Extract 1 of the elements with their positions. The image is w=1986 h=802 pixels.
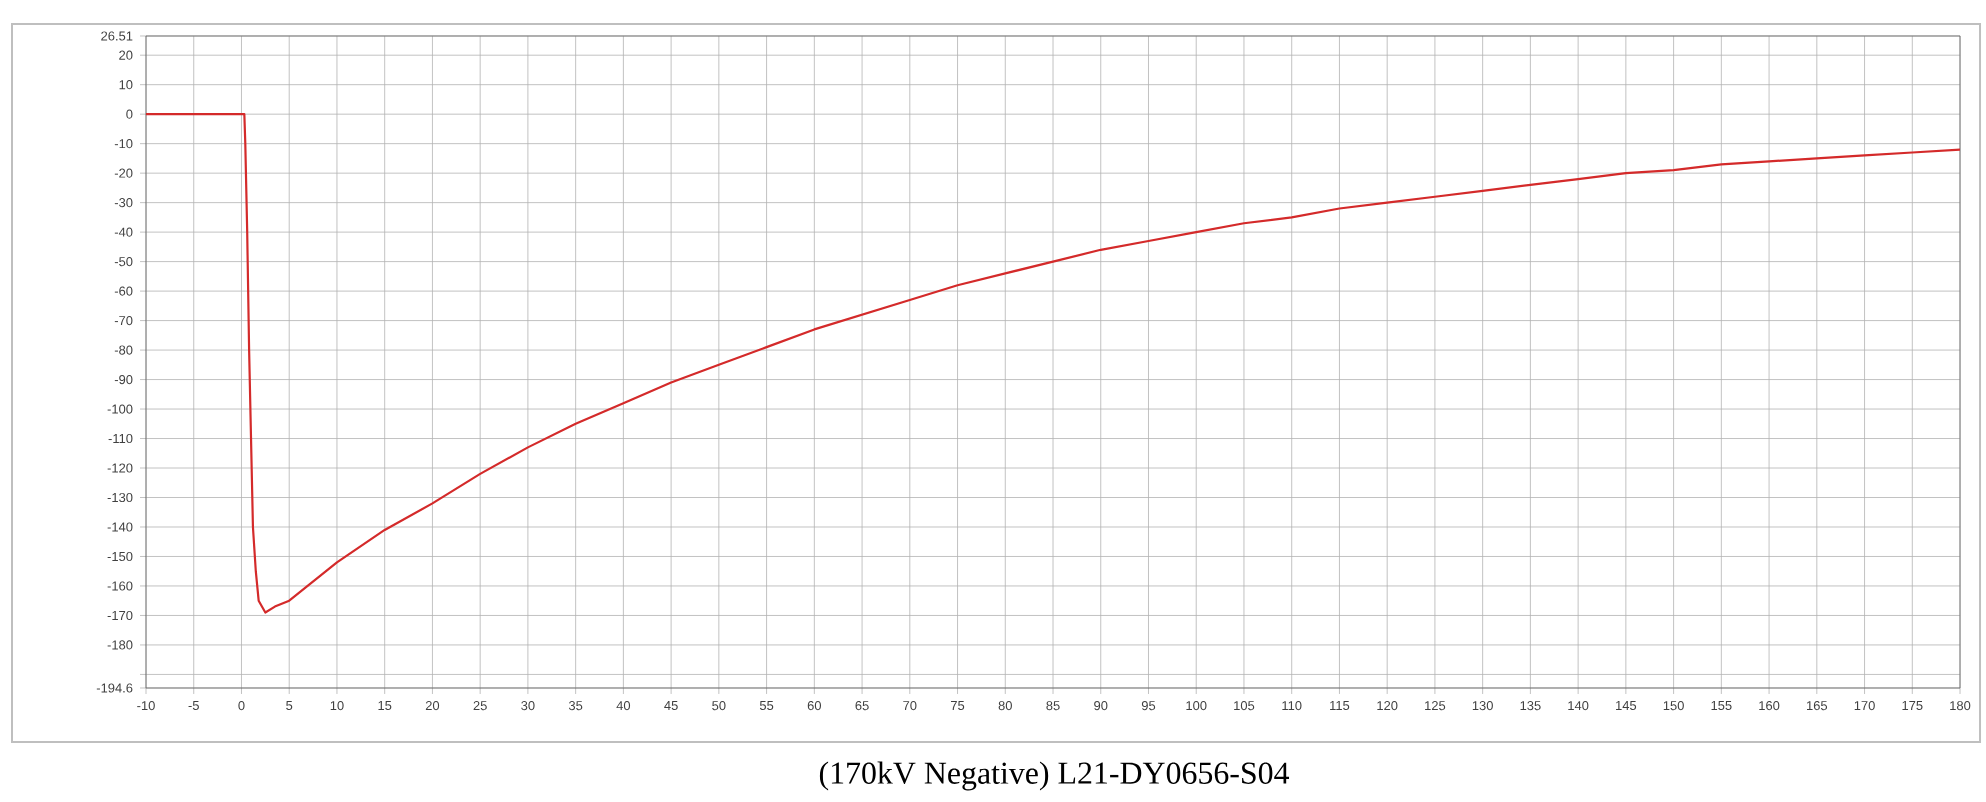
text: (170kV Negative) L21-DY0656-S04 (819, 761, 1290, 791)
